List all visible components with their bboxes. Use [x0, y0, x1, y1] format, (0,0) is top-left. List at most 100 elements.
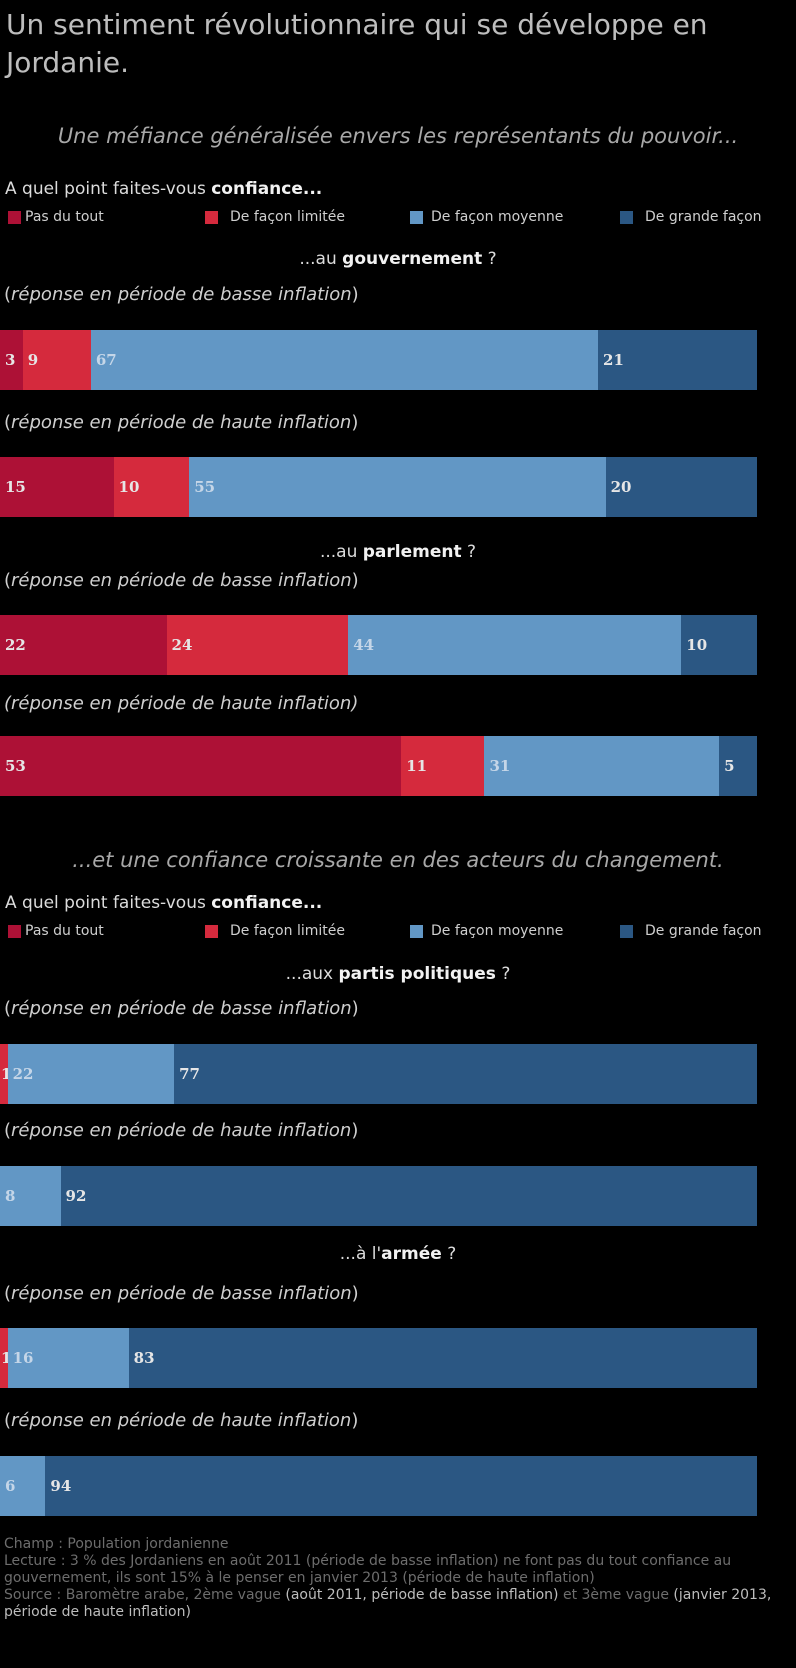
bar-value-label: 5	[724, 757, 735, 775]
period-text: réponse en période de basse inflation	[11, 1283, 352, 1304]
bar-segment-limitee: 11	[401, 736, 485, 796]
bar-value-label: 1	[1, 1065, 12, 1083]
paren: )	[351, 284, 359, 305]
bar-value-label: 1	[1, 1349, 12, 1367]
legend-swatch-pas-du-tout	[8, 924, 21, 938]
bar-value-label: 10	[686, 636, 708, 654]
section-bold: armée	[381, 1244, 442, 1264]
bar-segment-pas-du-tout: 22	[0, 615, 167, 675]
legend-item-pas-du-tout: Pas du tout	[8, 923, 104, 939]
section-bold: parlement	[362, 542, 462, 562]
question-prefix: A quel point faites-vous	[5, 179, 212, 199]
paren: (	[4, 998, 12, 1019]
section-gouvernement: ...au gouvernement ?	[0, 249, 796, 269]
bar-segment-moyenne: 6	[0, 1456, 46, 1516]
source-hl1: (août 2011, période de basse inflation)	[285, 1587, 559, 1603]
section-suffix: ?	[441, 1244, 457, 1264]
bar-segment-limitee: 9	[22, 330, 91, 390]
bar-value-label: 77	[179, 1065, 200, 1083]
period-basse: (réponse en période de basse inflation)	[4, 1283, 359, 1304]
bar-value-label: 31	[489, 757, 511, 775]
legend-label: Pas du tout	[25, 923, 104, 939]
bar-parlement-basse: 22 24 44 10	[0, 615, 757, 675]
legend-item-limitee: De façon limitée	[205, 923, 345, 939]
bar-value-label: 92	[65, 1187, 87, 1205]
paren: (	[4, 1120, 12, 1141]
section-bold: gouvernement	[342, 249, 483, 269]
bar-segment-pas-du-tout: 15	[0, 457, 114, 517]
bar-value-label: 83	[133, 1349, 155, 1367]
bar-armee-haute: 6 94	[0, 1456, 757, 1516]
legend-item-limitee: De façon limitée	[205, 209, 345, 225]
legend-label: De façon limitée	[230, 923, 345, 939]
legend: Pas du tout De façon limitée De façon mo…	[8, 923, 788, 943]
bar-value-label: 15	[5, 478, 26, 496]
legend-swatch-pas-du-tout	[8, 210, 21, 224]
period-haute: (réponse en période de haute inflation)	[4, 1120, 358, 1141]
period-text: réponse en période de basse inflation	[11, 998, 352, 1019]
legend-item-grande: De grande façon	[620, 209, 762, 225]
bar-segment-limitee: 1	[0, 1328, 12, 1388]
bar-value-label: 94	[50, 1477, 72, 1495]
section-armee: ...à l'armée ?	[0, 1244, 796, 1264]
bar-value-label: 21	[603, 351, 624, 369]
period-text: réponse en période de haute inflation	[11, 1410, 352, 1431]
paren: (	[4, 284, 12, 305]
section-parlement: ...au parlement ?	[0, 542, 796, 562]
legend-label: Pas du tout	[25, 209, 104, 225]
subtitle-mefiance: Une méfiance généralisée envers les repr…	[57, 124, 739, 148]
bar-segment-grande: 94	[45, 1456, 757, 1516]
period-basse: (réponse en période de basse inflation)	[4, 284, 359, 305]
bar-value-label: 44	[353, 636, 375, 654]
paren: (	[4, 1283, 12, 1304]
bar-value-label: 10	[118, 478, 140, 496]
legend-swatch-limitee	[205, 210, 218, 224]
bar-value-label: 16	[12, 1349, 34, 1367]
section-prefix: ...aux	[285, 964, 339, 984]
footer: Champ : Population jordanienne Lecture :…	[4, 1536, 789, 1621]
question-confiance: A quel point faites-vous confiance...	[5, 893, 322, 913]
bar-armee-basse: 1 16 83	[0, 1328, 757, 1388]
bar-segment-limitee: 1	[0, 1044, 12, 1104]
legend: Pas du tout De façon limitée De façon mo…	[8, 209, 788, 229]
bar-segment-grande: 20	[605, 457, 757, 517]
paren: )	[351, 1410, 359, 1431]
legend-swatch-moyenne	[410, 210, 423, 224]
period-text: réponse en période de basse inflation	[11, 570, 352, 591]
period-haute: (réponse en période de haute inflation)	[4, 693, 358, 714]
paren: )	[351, 570, 359, 591]
bar-segment-moyenne: 67	[90, 330, 599, 390]
section-suffix: ?	[495, 964, 511, 984]
bar-value-label: 55	[194, 478, 216, 496]
source-hl2: (janvier 2013, période de haute inflatio…	[4, 1587, 772, 1620]
bar-segment-limitee: 24	[166, 615, 349, 675]
bar-value-label: 20	[610, 478, 632, 496]
section-prefix: ...au	[299, 249, 343, 269]
legend-item-moyenne: De façon moyenne	[410, 923, 563, 939]
legend-label: De grande façon	[645, 923, 762, 939]
bar-value-label: 22	[5, 636, 26, 654]
page-title: Un sentiment révolutionnaire qui se déve…	[6, 8, 708, 79]
bar-value-label: 67	[95, 351, 117, 369]
section-suffix: ?	[482, 249, 497, 269]
bar-segment-moyenne: 44	[348, 615, 682, 675]
bar-value-label: 6	[5, 1477, 16, 1495]
legend-swatch-moyenne	[410, 924, 423, 938]
bar-segment-grande: 83	[128, 1328, 757, 1388]
legend-swatch-limitee	[205, 924, 218, 938]
paren: (	[4, 412, 12, 433]
paren: )	[351, 412, 359, 433]
source-mid: et 3ème vague	[558, 1587, 674, 1603]
bar-segment-grande: 92	[60, 1166, 757, 1226]
bar-segment-limitee: 10	[113, 457, 190, 517]
question-prefix: A quel point faites-vous	[5, 893, 212, 913]
bar-segment-grande: 10	[681, 615, 757, 675]
legend-item-pas-du-tout: Pas du tout	[8, 209, 104, 225]
paren: (	[4, 1410, 12, 1431]
legend-swatch-grande	[620, 924, 633, 938]
bar-segment-moyenne: 22	[7, 1044, 175, 1104]
source-prefix: Source : Baromètre arabe, 2ème vague	[4, 1587, 286, 1603]
period-basse: (réponse en période de basse inflation)	[4, 570, 359, 591]
paren: )	[351, 998, 359, 1019]
legend-label: De façon limitée	[230, 209, 345, 225]
